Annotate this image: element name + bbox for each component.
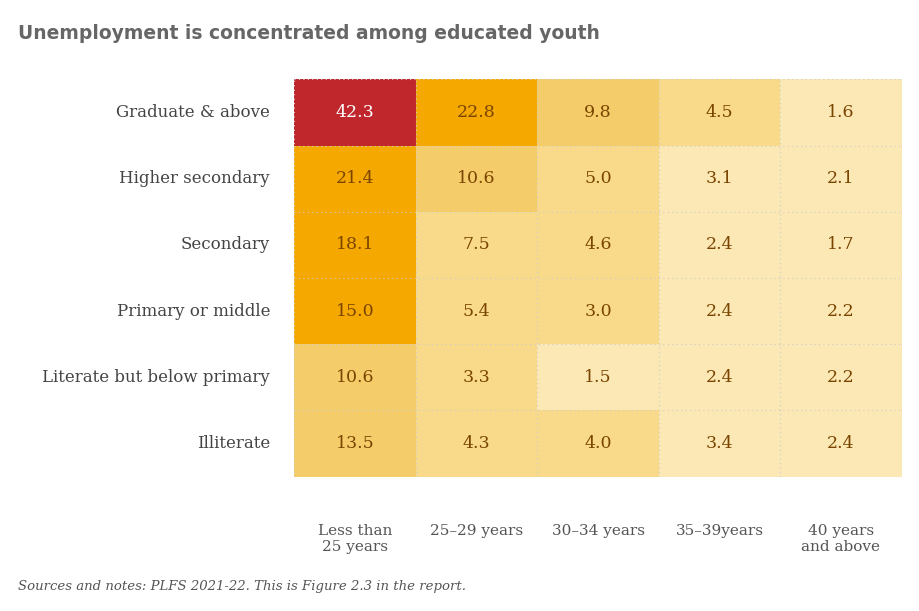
Text: 2.1: 2.1 — [826, 170, 854, 187]
Text: Graduate & above: Graduate & above — [116, 104, 270, 121]
Text: 2.2: 2.2 — [826, 302, 854, 320]
Text: 15.0: 15.0 — [335, 302, 374, 320]
Text: 10.6: 10.6 — [457, 170, 495, 187]
Text: 2.4: 2.4 — [705, 369, 732, 386]
Text: 18.1: 18.1 — [335, 236, 374, 254]
Bar — [415, 79, 537, 145]
Bar — [415, 278, 537, 344]
Text: 2.4: 2.4 — [705, 302, 732, 320]
Bar — [294, 212, 415, 278]
Text: 1.7: 1.7 — [826, 236, 854, 254]
Bar — [294, 411, 415, 477]
Text: Literate but below primary: Literate but below primary — [42, 369, 270, 386]
Text: 3.4: 3.4 — [705, 435, 732, 452]
Text: 3.3: 3.3 — [462, 369, 490, 386]
Text: 4.0: 4.0 — [584, 435, 611, 452]
Text: 30–34 years: 30–34 years — [550, 524, 644, 538]
Bar — [537, 278, 658, 344]
Bar — [658, 278, 779, 344]
Text: 25–29 years: 25–29 years — [429, 524, 523, 538]
Text: 4.5: 4.5 — [705, 104, 732, 121]
Text: 2.2: 2.2 — [826, 369, 854, 386]
Bar — [294, 344, 415, 411]
Text: 9.8: 9.8 — [584, 104, 611, 121]
Bar — [294, 278, 415, 344]
Text: 4.6: 4.6 — [584, 236, 611, 254]
Text: 22.8: 22.8 — [457, 104, 495, 121]
Bar — [779, 79, 901, 145]
Text: 7.5: 7.5 — [462, 236, 490, 254]
Text: 13.5: 13.5 — [335, 435, 374, 452]
Text: Sources and notes: PLFS 2021-22. This is Figure 2.3 in the report.: Sources and notes: PLFS 2021-22. This is… — [18, 580, 466, 593]
Bar — [537, 145, 658, 212]
Bar — [779, 278, 901, 344]
Text: Illiterate: Illiterate — [197, 435, 270, 452]
Text: Primary or middle: Primary or middle — [117, 302, 270, 320]
Bar — [415, 411, 537, 477]
Bar — [294, 145, 415, 212]
Text: 3.1: 3.1 — [705, 170, 732, 187]
Text: 1.5: 1.5 — [584, 369, 611, 386]
Text: Higher secondary: Higher secondary — [119, 170, 270, 187]
Text: Secondary: Secondary — [181, 236, 270, 254]
Text: 4.3: 4.3 — [462, 435, 490, 452]
Text: 1.6: 1.6 — [826, 104, 854, 121]
Bar — [537, 411, 658, 477]
Bar — [294, 79, 415, 145]
Bar — [658, 145, 779, 212]
Bar — [658, 79, 779, 145]
Text: 10.6: 10.6 — [335, 369, 374, 386]
Text: 35–39years: 35–39years — [675, 524, 763, 538]
Text: 3.0: 3.0 — [584, 302, 611, 320]
Bar — [415, 145, 537, 212]
Text: Less than
25 years: Less than 25 years — [318, 524, 391, 554]
Text: 5.4: 5.4 — [462, 302, 490, 320]
Text: 42.3: 42.3 — [335, 104, 374, 121]
Bar — [415, 344, 537, 411]
Text: 2.4: 2.4 — [826, 435, 854, 452]
Bar — [658, 344, 779, 411]
Bar — [779, 344, 901, 411]
Text: 40 years
and above: 40 years and above — [800, 524, 879, 554]
Text: 2.4: 2.4 — [705, 236, 732, 254]
Bar — [658, 411, 779, 477]
Bar — [658, 212, 779, 278]
Text: Unemployment is concentrated among educated youth: Unemployment is concentrated among educa… — [18, 24, 599, 43]
Text: 21.4: 21.4 — [335, 170, 374, 187]
Bar — [537, 212, 658, 278]
Bar — [415, 212, 537, 278]
Bar — [537, 344, 658, 411]
Bar — [779, 411, 901, 477]
Bar — [779, 145, 901, 212]
Bar — [537, 79, 658, 145]
Bar — [779, 212, 901, 278]
Text: 5.0: 5.0 — [584, 170, 611, 187]
